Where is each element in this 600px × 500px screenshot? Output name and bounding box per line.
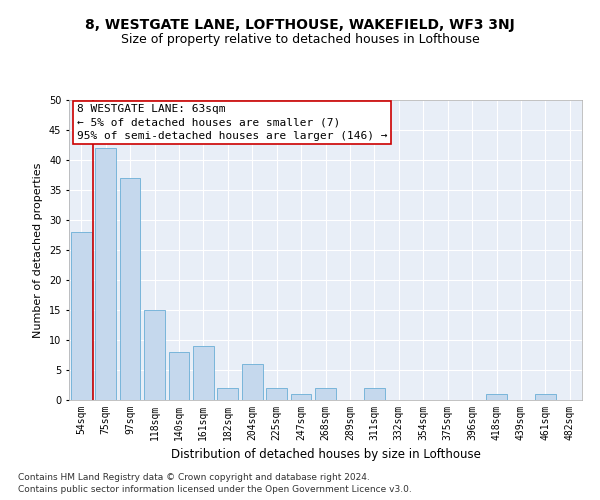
Bar <box>242 364 263 400</box>
Bar <box>290 394 311 400</box>
Bar <box>169 352 190 400</box>
Bar <box>144 310 165 400</box>
Text: 8 WESTGATE LANE: 63sqm
← 5% of detached houses are smaller (7)
95% of semi-detac: 8 WESTGATE LANE: 63sqm ← 5% of detached … <box>77 104 387 141</box>
Bar <box>486 394 507 400</box>
Bar <box>535 394 556 400</box>
Bar <box>266 388 287 400</box>
X-axis label: Distribution of detached houses by size in Lofthouse: Distribution of detached houses by size … <box>170 448 481 462</box>
Text: Contains HM Land Registry data © Crown copyright and database right 2024.: Contains HM Land Registry data © Crown c… <box>18 472 370 482</box>
Bar <box>315 388 336 400</box>
Bar <box>119 178 140 400</box>
Bar <box>71 232 92 400</box>
Bar <box>193 346 214 400</box>
Y-axis label: Number of detached properties: Number of detached properties <box>34 162 43 338</box>
Text: 8, WESTGATE LANE, LOFTHOUSE, WAKEFIELD, WF3 3NJ: 8, WESTGATE LANE, LOFTHOUSE, WAKEFIELD, … <box>85 18 515 32</box>
Bar <box>217 388 238 400</box>
Text: Size of property relative to detached houses in Lofthouse: Size of property relative to detached ho… <box>121 32 479 46</box>
Text: Contains public sector information licensed under the Open Government Licence v3: Contains public sector information licen… <box>18 485 412 494</box>
Bar <box>95 148 116 400</box>
Bar <box>364 388 385 400</box>
